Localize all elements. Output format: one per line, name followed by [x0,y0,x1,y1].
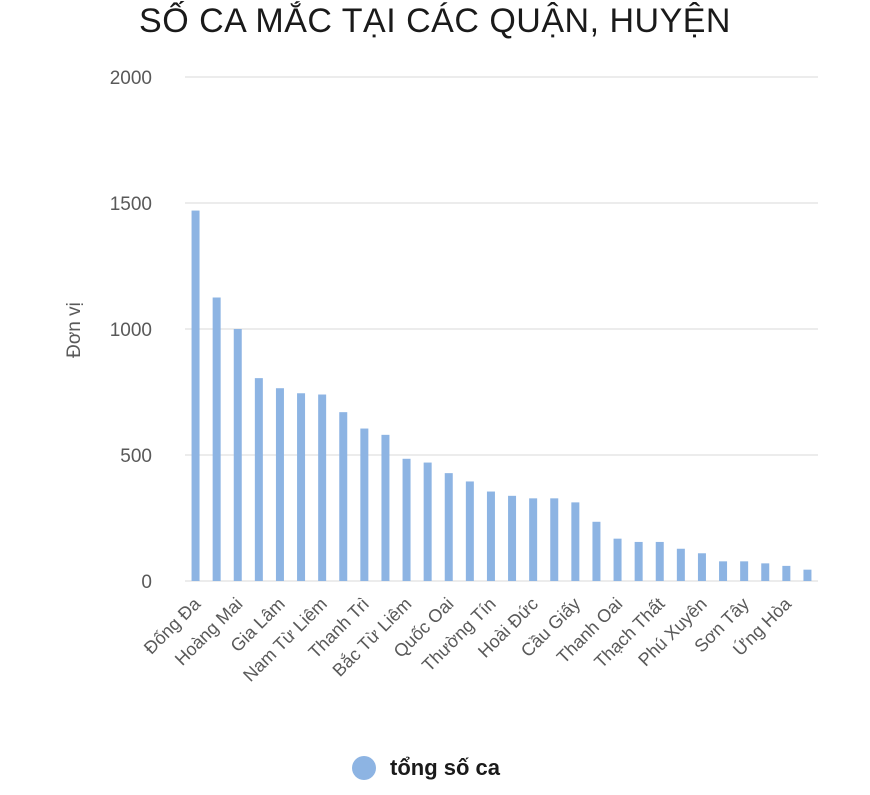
bar [676,548,685,581]
legend: tổng số ca [352,755,500,781]
bar [275,388,284,581]
bar [402,458,411,581]
bar [212,297,221,581]
bar [381,434,390,581]
bar [571,502,580,581]
bar [740,561,749,581]
y-axis-label: Đơn vị [64,302,85,358]
bar [465,481,474,581]
bar [191,210,200,581]
bar [761,563,770,581]
bar [508,495,517,581]
y-tick-label: 1500 [110,194,152,215]
bar [339,412,348,581]
bar [782,565,791,581]
bar [719,561,728,581]
bar [655,541,664,581]
bar [529,498,538,581]
y-tick-label: 500 [120,446,152,467]
bar [360,428,369,581]
bars [191,210,812,581]
bar [803,569,812,581]
bar [613,538,622,581]
bar [697,553,706,581]
chart-title: SỐ CA MẮC TẠI CÁC QUẬN, HUYỆN [139,2,731,40]
bar [550,498,559,581]
bar [634,541,643,581]
bar [423,462,432,581]
legend-label: tổng số ca [390,755,501,780]
gridlines [185,76,818,582]
bar [254,378,263,581]
y-tick-label: 2000 [110,68,152,89]
bar [592,521,601,581]
bar [297,393,306,581]
bar [233,329,242,581]
bar [486,491,495,581]
y-tick-label: 1000 [110,320,152,341]
bar [444,473,453,581]
y-axis-ticks: 0 500 1000 1500 2000 [110,68,152,593]
y-tick-label: 0 [141,572,152,593]
bar [318,394,327,581]
legend-swatch [352,756,376,780]
